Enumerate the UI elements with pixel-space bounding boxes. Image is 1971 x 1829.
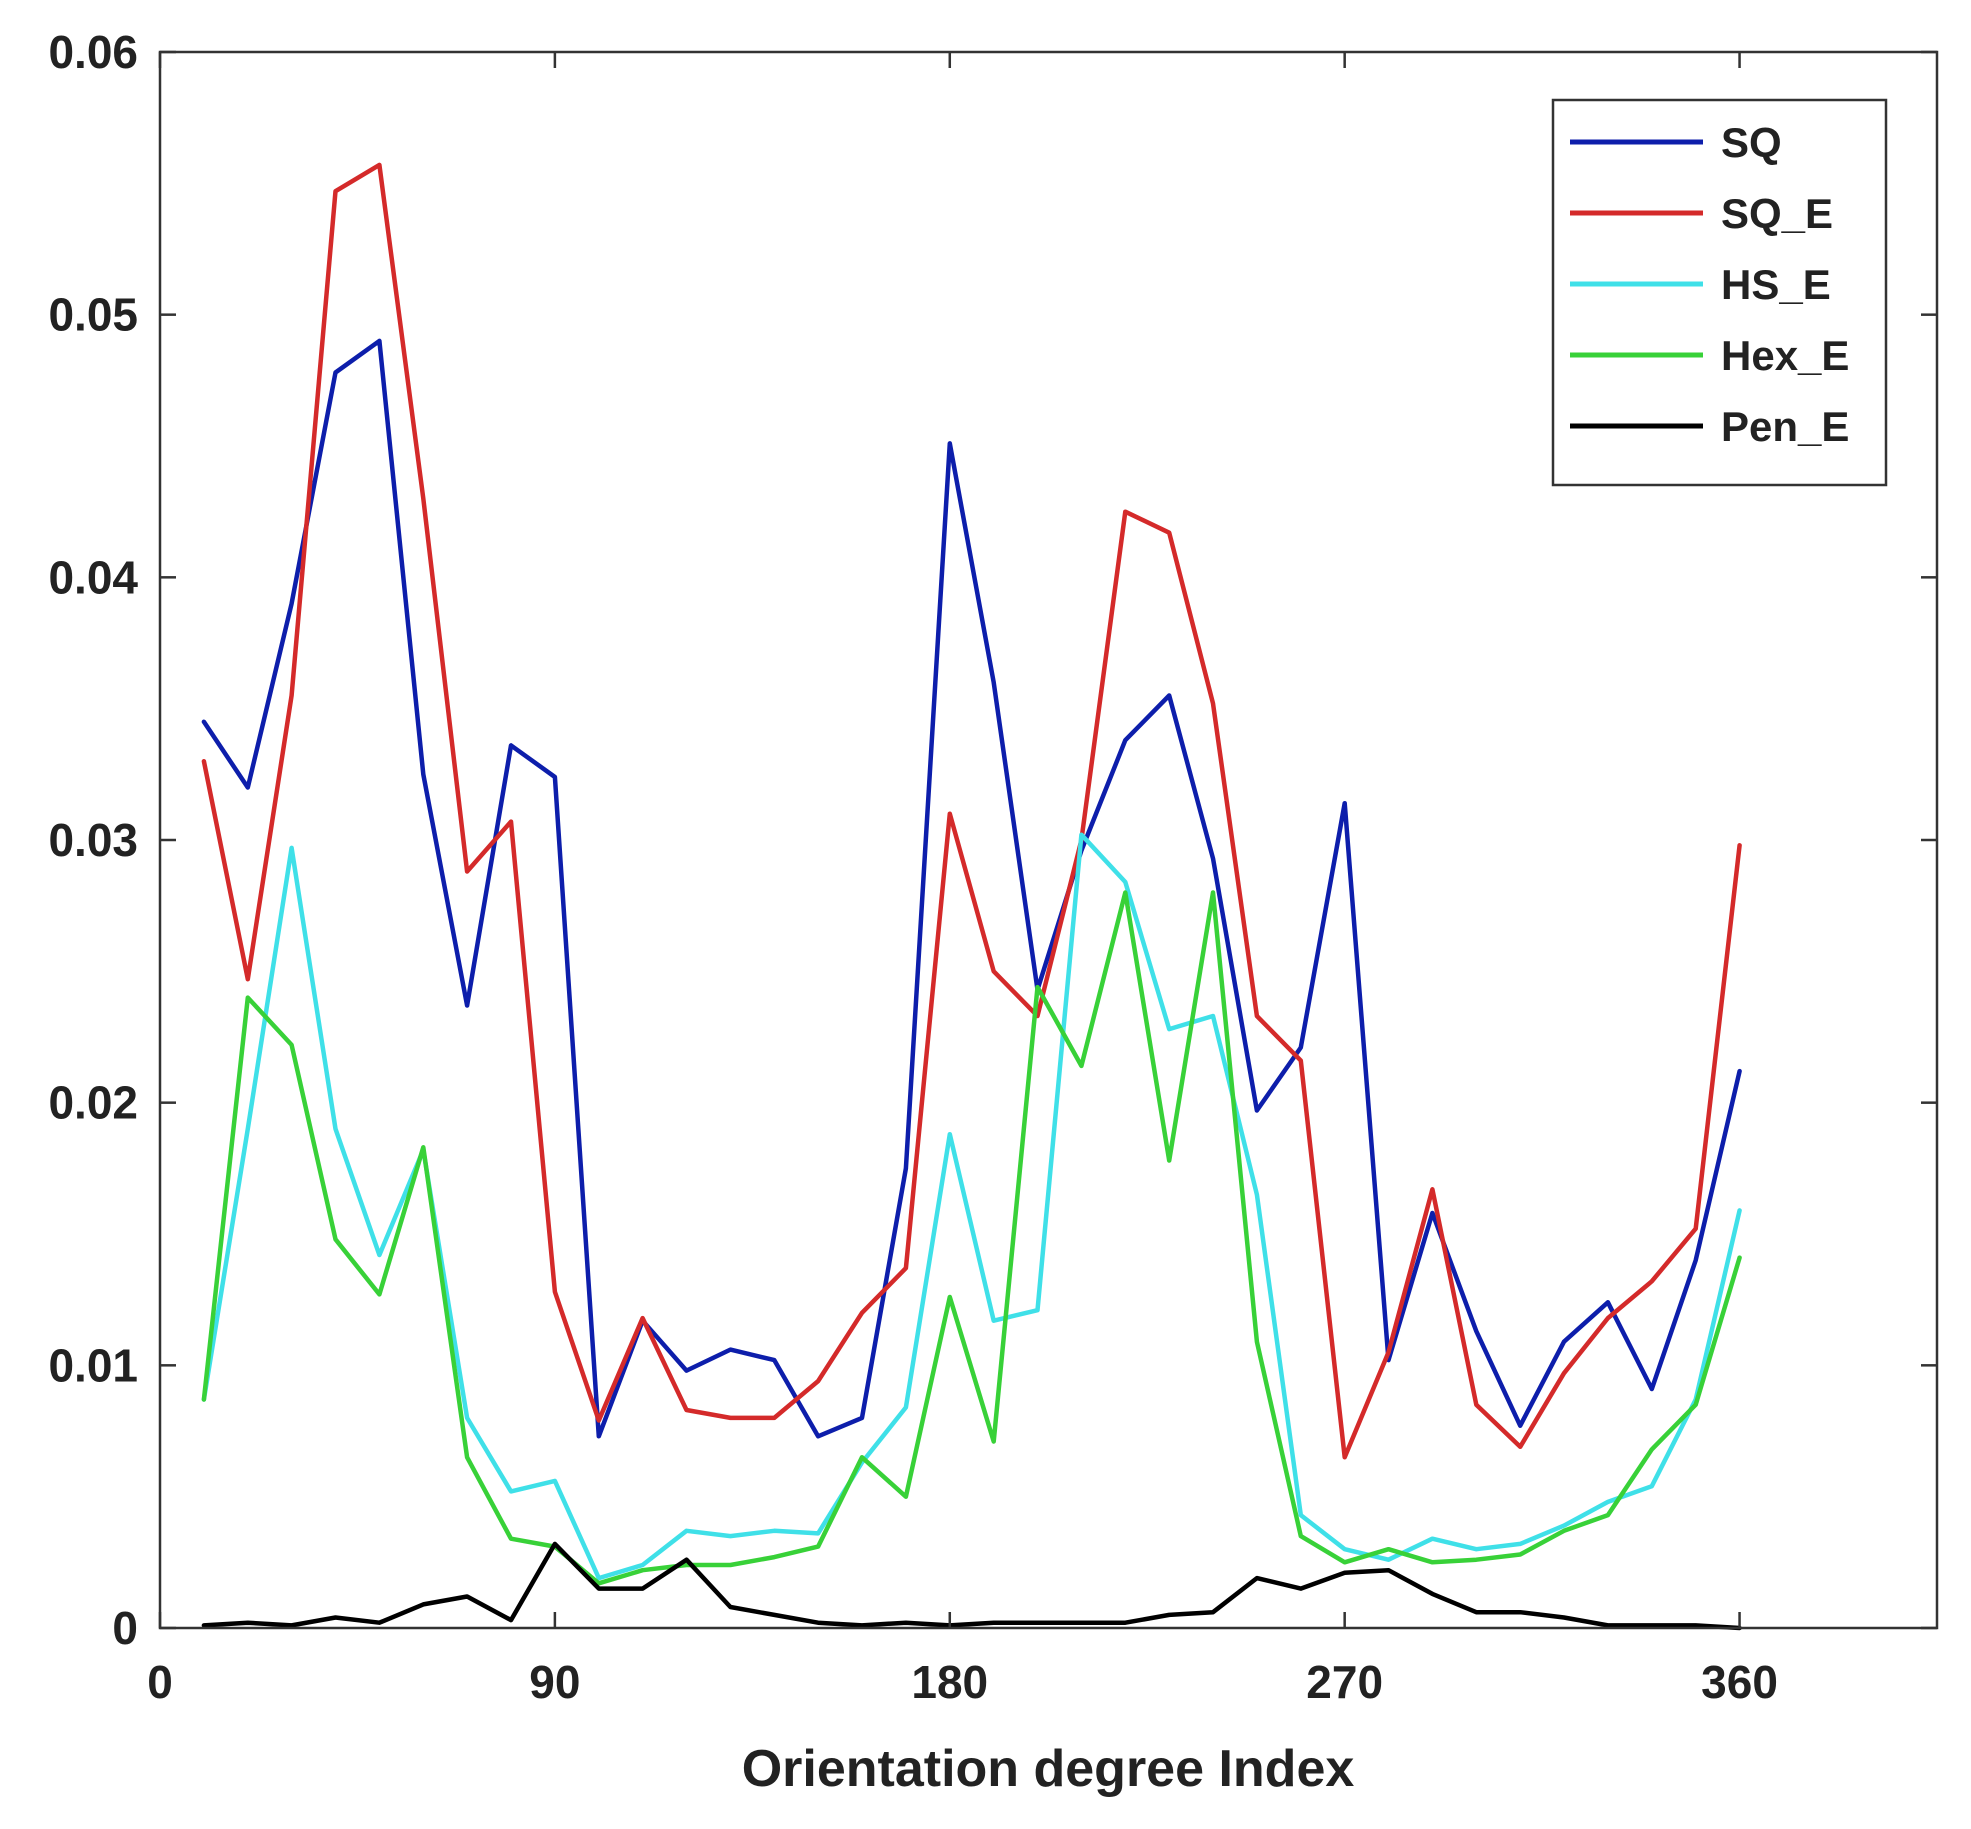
y-tick-label: 0.01 — [48, 1339, 138, 1391]
legend-label: HS_E — [1721, 261, 1831, 308]
series-line-sq-e — [201, 162, 1742, 1460]
legend-item: SQ_E — [1570, 190, 1833, 237]
series-line-pen-e — [201, 1541, 1742, 1631]
x-tick-label: 270 — [1306, 1656, 1383, 1708]
series-layer — [201, 162, 1742, 1631]
y-tick-label: 0.03 — [48, 814, 138, 866]
series-line-hex-e — [201, 890, 1742, 1586]
legend-item: Hex_E — [1570, 332, 1849, 379]
legend-label: Pen_E — [1721, 403, 1849, 450]
series-line-hs-e — [201, 832, 1742, 1581]
x-axis-title: Orientation degree Index — [742, 1740, 1355, 1798]
legend-label: SQ — [1721, 119, 1782, 166]
legend: SQ SQ_E HS_E Hex_E Pen_E — [1551, 98, 1888, 487]
legend-item: Pen_E — [1570, 403, 1849, 450]
legend-item: HS_E — [1570, 261, 1831, 308]
series-line-sq — [201, 338, 1742, 1439]
legend-label: Hex_E — [1721, 332, 1849, 379]
y-tick-label: 0.06 — [48, 26, 138, 78]
y-tick-label: 0.05 — [48, 289, 138, 341]
x-tick-label: 0 — [147, 1656, 173, 1708]
y-tick-label: 0.02 — [48, 1077, 138, 1129]
x-axis-tick-labels: 0 90 180 270 360 — [147, 1656, 1778, 1708]
legend-item: SQ — [1570, 119, 1782, 166]
y-axis-tick-labels: 0 0.01 0.02 0.03 0.04 0.05 0.06 — [48, 26, 138, 1654]
legend-box — [1551, 98, 1888, 487]
x-tick-label: 180 — [911, 1656, 988, 1708]
legend-label: SQ_E — [1721, 190, 1833, 237]
y-tick-label: 0 — [112, 1602, 138, 1654]
x-tick-label: 360 — [1701, 1656, 1778, 1708]
axis-ticks — [158, 50, 1937, 1630]
y-tick-label: 0.04 — [48, 551, 138, 603]
x-tick-label: 90 — [529, 1656, 580, 1708]
